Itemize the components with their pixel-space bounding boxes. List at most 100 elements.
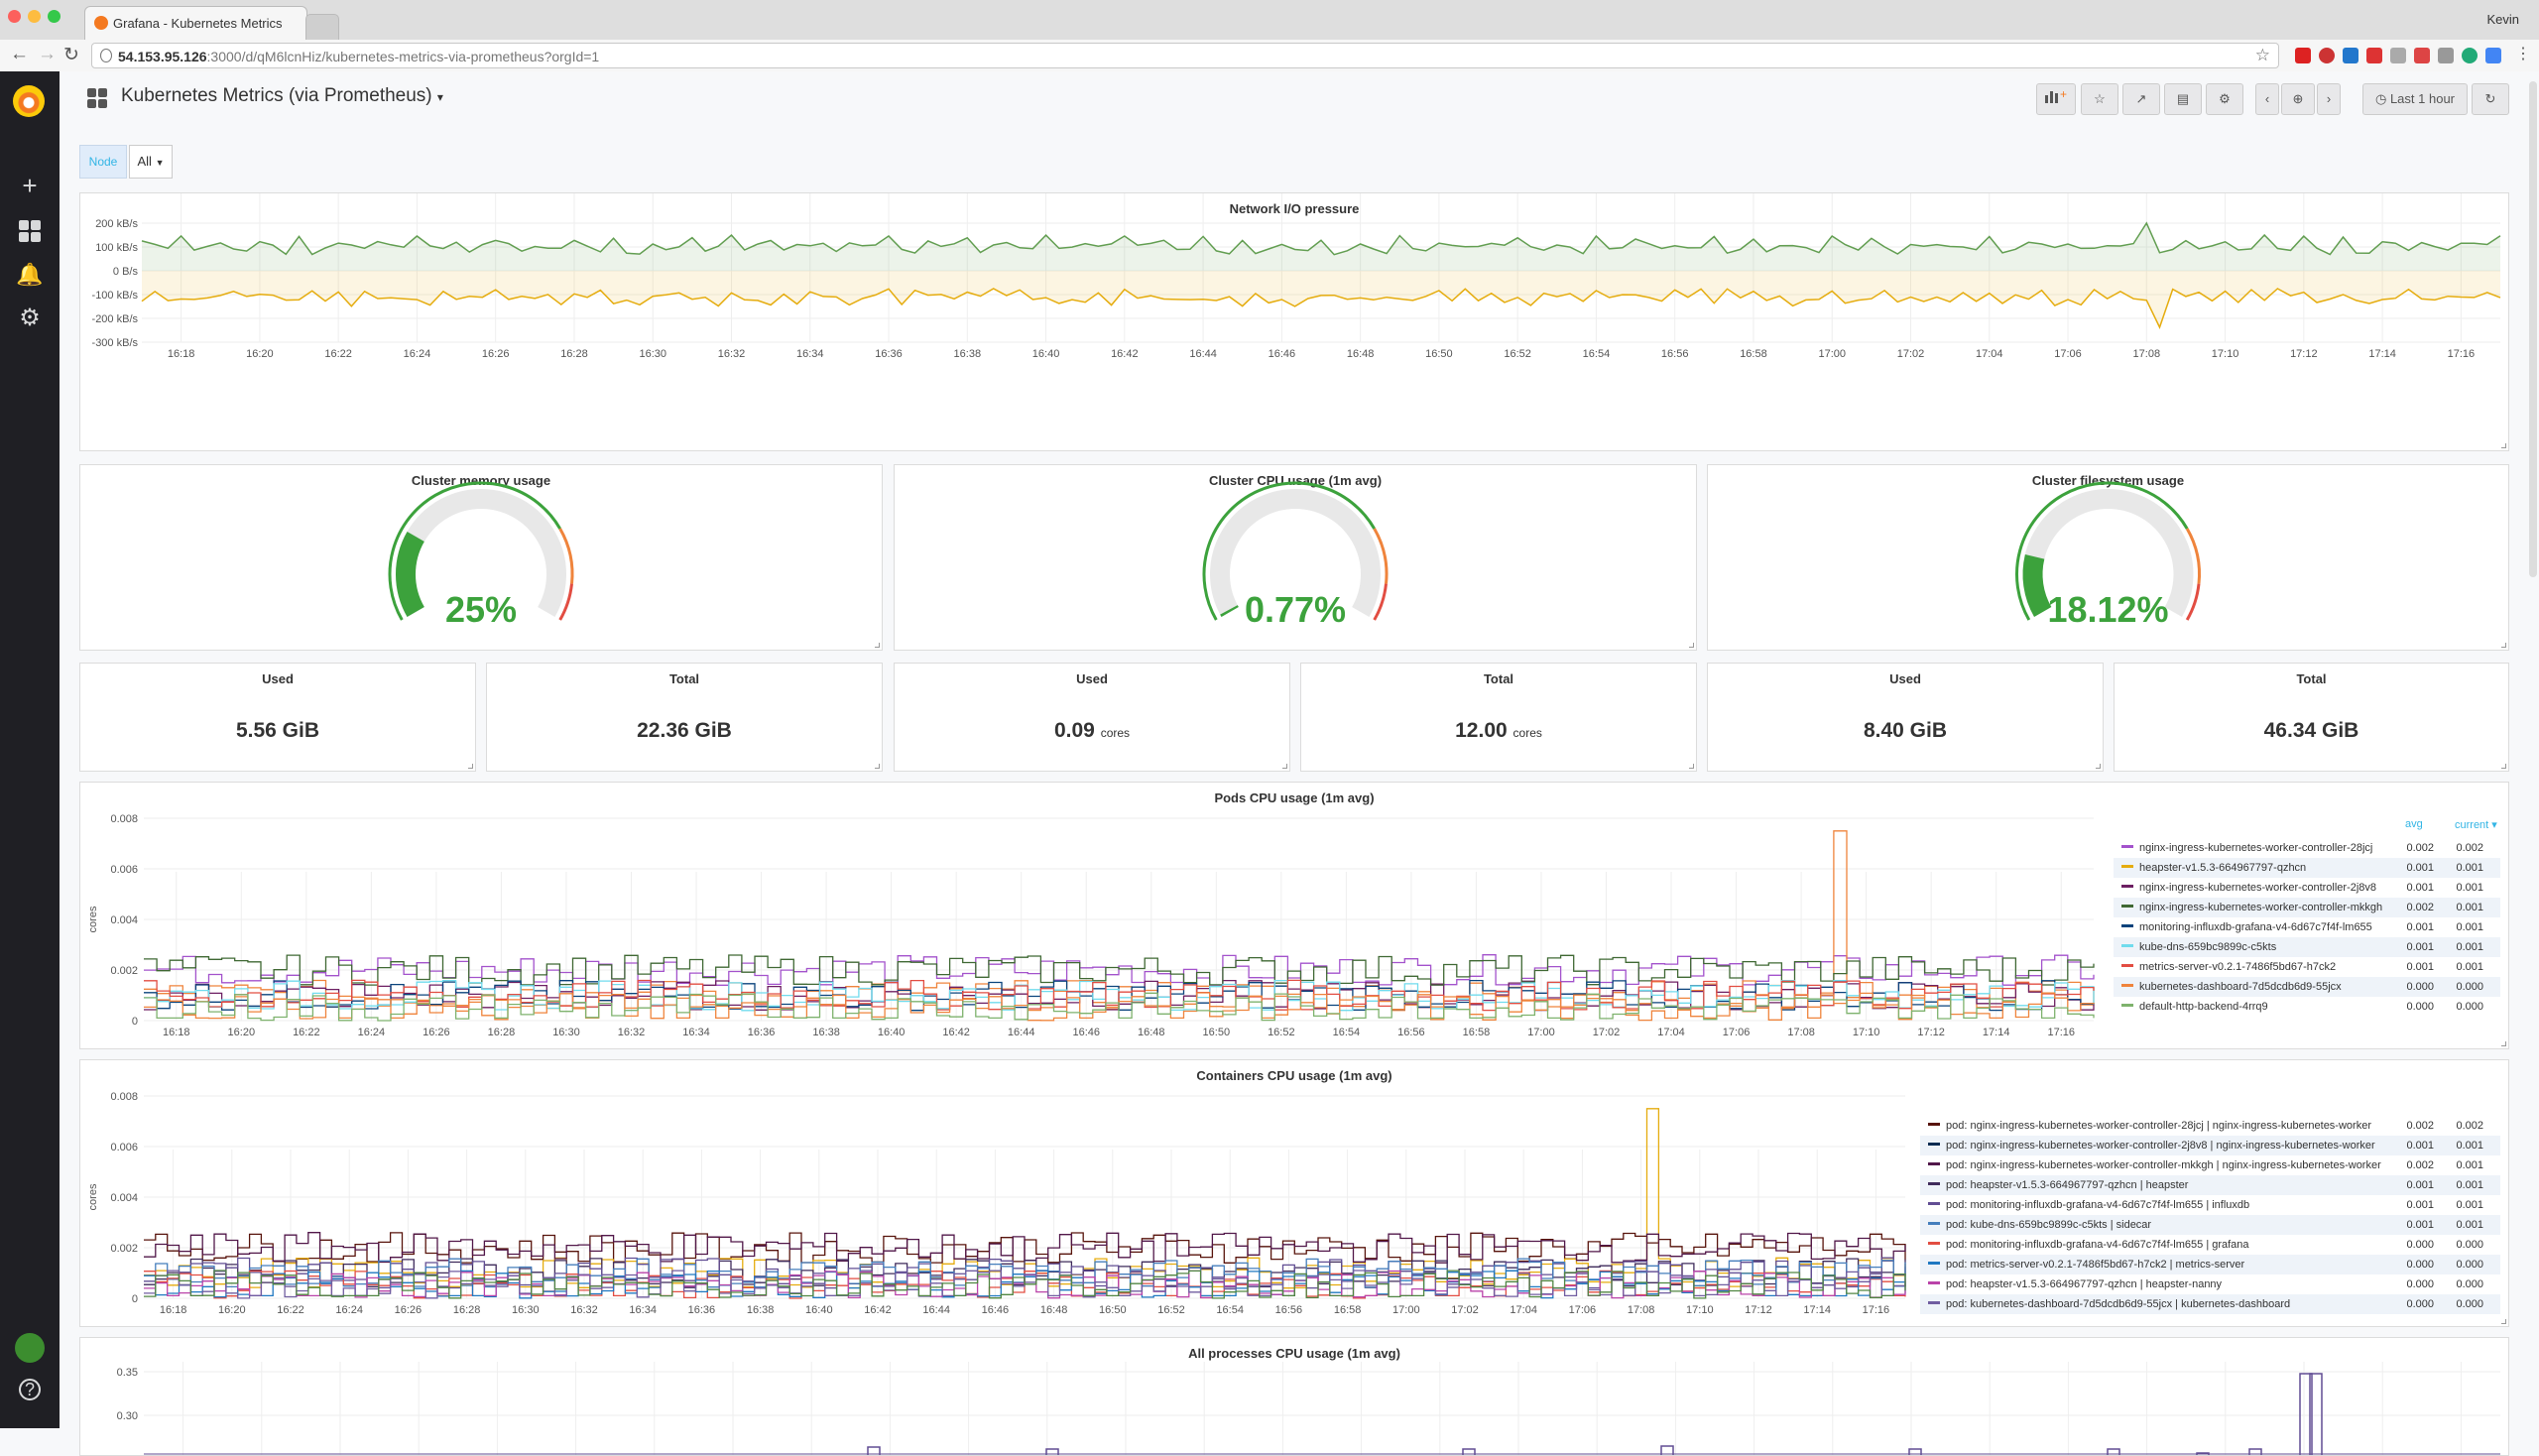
legend-item[interactable]: pod: nginx-ingress-kubernetes-worker-con… (1920, 1116, 2500, 1136)
forward-arrow-icon[interactable]: → (38, 44, 57, 64)
star-dashboard-button[interactable]: ☆ (2081, 83, 2118, 115)
containers-cpu-chart[interactable]: 0.008 0.006 0.004 0.002 0 cores 16:18 16:20 16:2… (80, 1060, 1920, 1326)
close-window-button[interactable] (8, 10, 21, 23)
panel-title[interactable]: Used (1076, 671, 1108, 686)
panel-title[interactable]: Cluster memory usage (411, 473, 551, 488)
configuration-gear-icon[interactable]: ⚙ (19, 304, 41, 331)
resize-handle[interactable] (875, 643, 880, 648)
user-avatar[interactable] (15, 1333, 45, 1363)
new-tab-button[interactable] (305, 14, 339, 40)
back-arrow-icon[interactable]: ← (10, 44, 29, 64)
legend-item[interactable]: pod: kube-dns-659bc9899c-c5kts | sidecar… (1920, 1215, 2500, 1235)
legend-item[interactable]: nginx-ingress-kubernetes-worker-controll… (2114, 878, 2500, 898)
legend-item[interactable]: pod: heapster-v1.5.3-664967797-qzhcn | h… (1920, 1274, 2500, 1294)
address-bar[interactable]: 54.153.95.126:3000/d/qM6lcnHiz/kubernete… (91, 43, 2279, 68)
legend-item[interactable]: pod: monitoring-influxdb-grafana-v4-6d67… (1920, 1235, 2500, 1255)
legend-avg-header[interactable]: avg (2405, 818, 2423, 830)
extension-icon[interactable] (2295, 48, 2311, 63)
resize-handle[interactable] (2096, 764, 2101, 769)
minimize-window-button[interactable] (28, 10, 41, 23)
resize-handle[interactable] (1689, 764, 1694, 769)
dashboard-title-picker[interactable]: Kubernetes Metrics (via Prometheus) ▾ (121, 85, 443, 107)
bookmark-star-icon[interactable]: ☆ (2254, 46, 2270, 64)
extension-icon[interactable] (2414, 48, 2430, 63)
resize-handle[interactable] (468, 764, 473, 769)
legend-item[interactable]: pod: nginx-ingress-kubernetes-worker-con… (1920, 1155, 2500, 1175)
legend-item[interactable]: nginx-ingress-kubernetes-worker-controll… (2114, 838, 2500, 858)
x-tick-label: 16:28 (488, 1027, 516, 1038)
legend-item[interactable]: pod: nginx-ingress-kubernetes-worker-con… (1920, 1136, 2500, 1155)
legend-series-name: pod: monitoring-influxdb-grafana-v4-6d67… (1946, 1239, 2249, 1251)
resize-handle[interactable] (2501, 1319, 2506, 1324)
resize-handle[interactable] (2501, 1041, 2506, 1046)
grafana-logo-icon[interactable] (13, 85, 45, 117)
resize-handle[interactable] (2501, 643, 2506, 648)
browser-menu-icon[interactable]: ⋮ (2515, 46, 2531, 62)
maximize-window-button[interactable] (48, 10, 60, 23)
process-spike (2299, 1373, 2313, 1455)
browser-user[interactable]: Kevin (2486, 12, 2519, 27)
y-tick-label: 0.002 (110, 965, 138, 977)
legend-item[interactable]: pod: monitoring-influxdb-grafana-v4-6d67… (1920, 1195, 2500, 1215)
resize-handle[interactable] (1282, 764, 1287, 769)
dashboard-settings-button[interactable]: ⚙ (2206, 83, 2243, 115)
extension-icon[interactable] (2462, 48, 2478, 63)
resize-handle[interactable] (2501, 443, 2506, 448)
pods-cpu-chart[interactable]: 0.008 0.006 0.004 0.002 0 cores 16:18 16:20 16:2… (80, 783, 2104, 1048)
panel-title[interactable]: All processes CPU usage (1m avg) (1188, 1346, 1400, 1361)
panel-title[interactable]: Cluster CPU usage (1m avg) (1208, 473, 1383, 488)
resize-handle[interactable] (875, 764, 880, 769)
add-panel-button[interactable]: + (2036, 83, 2076, 115)
save-dashboard-button[interactable]: ▤ (2164, 83, 2202, 115)
legend-item[interactable]: metrics-server-v0.2.1-7486f5bd67-h7ck2 0.… (2114, 957, 2500, 977)
panel-title[interactable]: Containers CPU usage (1m avg) (1196, 1068, 1392, 1083)
legend-item[interactable]: pod: kubernetes-dashboard-7d5dcdb6d9-55j… (1920, 1294, 2500, 1314)
resize-handle[interactable] (1689, 643, 1694, 648)
variable-node-select[interactable]: All ▼ (129, 145, 173, 179)
panel-title[interactable]: Used (262, 671, 294, 686)
extension-icon[interactable] (2438, 48, 2454, 63)
legend-item[interactable]: heapster-v1.5.3-664967797-qzhcn 0.001 0.00… (2114, 858, 2500, 878)
create-plus-icon[interactable]: + (22, 171, 38, 200)
panel-title[interactable]: Total (2296, 671, 2327, 686)
legend-item[interactable]: nginx-ingress-kubernetes-worker-controll… (2114, 898, 2500, 917)
legend-item[interactable]: monitoring-influxdb-grafana-v4-6d67c7f4f… (2114, 917, 2500, 937)
legend-item[interactable]: pod: kube-dns-659bc9899c-c5kts | kubedns… (1920, 1314, 2500, 1316)
panel-title[interactable]: Pods CPU usage (1m avg) (1214, 790, 1375, 805)
browser-tab[interactable]: Grafana - Kubernetes Metrics (84, 6, 307, 40)
legend-item[interactable]: kube-dns-659bc9899c-c5kts 0.001 0.001 (2114, 937, 2500, 957)
legend-series-name: metrics-server-v0.2.1-7486f5bd67-h7ck2 (2139, 961, 2337, 973)
reload-icon[interactable]: ↻ (63, 45, 79, 65)
panel-title[interactable]: Used (1889, 671, 1921, 686)
extension-icon[interactable] (2343, 48, 2358, 63)
x-tick-label: 17:00 (1392, 1304, 1420, 1316)
share-dashboard-button[interactable]: ↗ (2122, 83, 2160, 115)
gauge-fill (1220, 605, 1239, 617)
refresh-button[interactable]: ↻ (2472, 83, 2509, 115)
adblock-extension-icon[interactable] (2319, 48, 2335, 63)
scrollbar[interactable] (2529, 81, 2537, 577)
processes-cpu-chart[interactable]: 0.35 0.30 0.25 (80, 1338, 2508, 1455)
legend-item[interactable]: kubernetes-dashboard-7d5dcdb6d9-55jcx 0.0… (2114, 977, 2500, 997)
panel-title[interactable]: Cluster filesystem usage (2031, 473, 2185, 488)
legend-item[interactable]: pod: metrics-server-v0.2.1-7486f5bd67-h7… (1920, 1255, 2500, 1274)
dashboards-grid-icon[interactable] (15, 216, 45, 246)
extension-icon[interactable] (2390, 48, 2406, 63)
resize-handle[interactable] (2501, 764, 2506, 769)
info-icon[interactable] (100, 49, 112, 62)
panel-title[interactable]: Network I/O pressure (1229, 201, 1360, 216)
zoom-out-button[interactable]: ⊕ (2281, 83, 2315, 115)
panel-title[interactable]: Total (1483, 671, 1514, 686)
time-picker-button[interactable]: ◷ Last 1 hour (2362, 83, 2468, 115)
legend-item[interactable]: default-http-backend-4rrq9 0.000 0.000 (2114, 997, 2500, 1017)
help-question-icon[interactable]: ? (19, 1379, 41, 1400)
alerting-bell-icon[interactable]: 🔔 (16, 262, 44, 287)
legend-current-header[interactable]: current ▾ (2455, 819, 2497, 831)
time-back-button[interactable]: ‹ (2255, 83, 2279, 115)
time-forward-button[interactable]: › (2317, 83, 2341, 115)
legend-item[interactable]: pod: heapster-v1.5.3-664967797-qzhcn | h… (1920, 1175, 2500, 1195)
panel-title[interactable]: Total (668, 671, 700, 686)
extension-icon[interactable] (2485, 48, 2501, 63)
network-io-chart[interactable]: 200 kB/s 100 kB/s 0 B/s -100 kB/s -200 kB/s -… (80, 193, 2508, 450)
extension-icon[interactable] (2366, 48, 2382, 63)
